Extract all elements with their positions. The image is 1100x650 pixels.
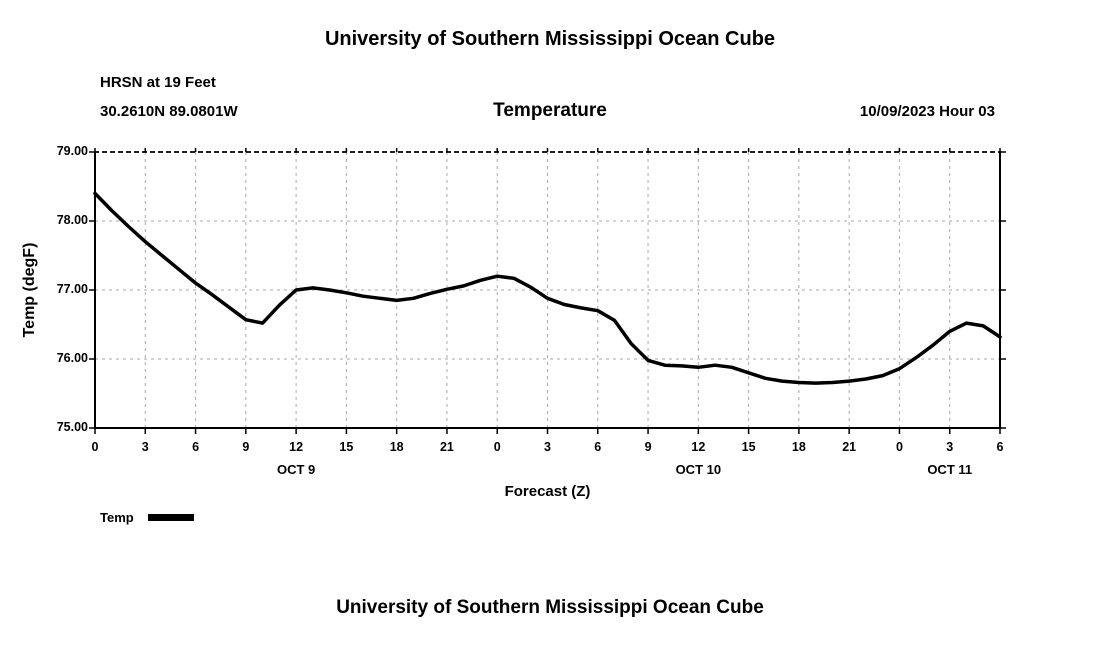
y-tick-label: 77.00 [56, 282, 88, 296]
date-label: OCT 10 [675, 462, 722, 477]
x-tick-label: 21 [842, 440, 857, 454]
legend: Temp [100, 510, 194, 525]
x-tick-label: 15 [741, 440, 756, 454]
x-tick-label: 9 [242, 440, 250, 454]
coordinates-label: 30.2610N 89.0801W [100, 103, 238, 120]
x-tick-label: 0 [895, 440, 903, 454]
x-tick-label: 0 [493, 440, 501, 454]
x-tick-label: 18 [389, 440, 404, 454]
y-tick-label: 76.00 [56, 351, 88, 365]
x-tick-label: 6 [996, 440, 1004, 454]
station-label: HRSN at 19 Feet [100, 74, 216, 91]
date-label: OCT 11 [927, 462, 973, 477]
plot-title: Temperature [493, 100, 607, 121]
x-tick-label: 3 [141, 440, 149, 454]
temp-series-line [93, 191, 1002, 385]
x-tick-label: 0 [91, 440, 99, 454]
x-tick-label: 3 [544, 440, 551, 454]
legend-label: Temp [100, 510, 134, 525]
x-tick-label: 15 [339, 440, 354, 454]
x-tick-label: 6 [192, 440, 200, 454]
date-label: OCT 9 [276, 462, 316, 477]
x-tick-label: 12 [289, 440, 304, 454]
x-tick-label: 3 [946, 440, 954, 454]
legend-line-swatch [147, 514, 194, 521]
bottom-page-title: University of Southern Mississippi Ocean… [336, 597, 764, 618]
y-tick-label: 79.00 [56, 144, 88, 158]
x-tick-label: 6 [594, 440, 602, 454]
y-tick-label: 75.00 [56, 420, 88, 434]
y-tick-label: 78.00 [56, 213, 88, 227]
x-axis-title: Forecast (Z) [504, 483, 591, 500]
page-title: University of Southern Mississippi Ocean… [324, 28, 776, 50]
x-tick-label: 12 [691, 440, 706, 454]
x-tick-label: 9 [644, 440, 652, 454]
x-tick-label: 21 [439, 440, 454, 454]
run-time-label: 10/09/2023 Hour 03 [859, 103, 995, 120]
x-tick-label: 18 [791, 440, 806, 454]
